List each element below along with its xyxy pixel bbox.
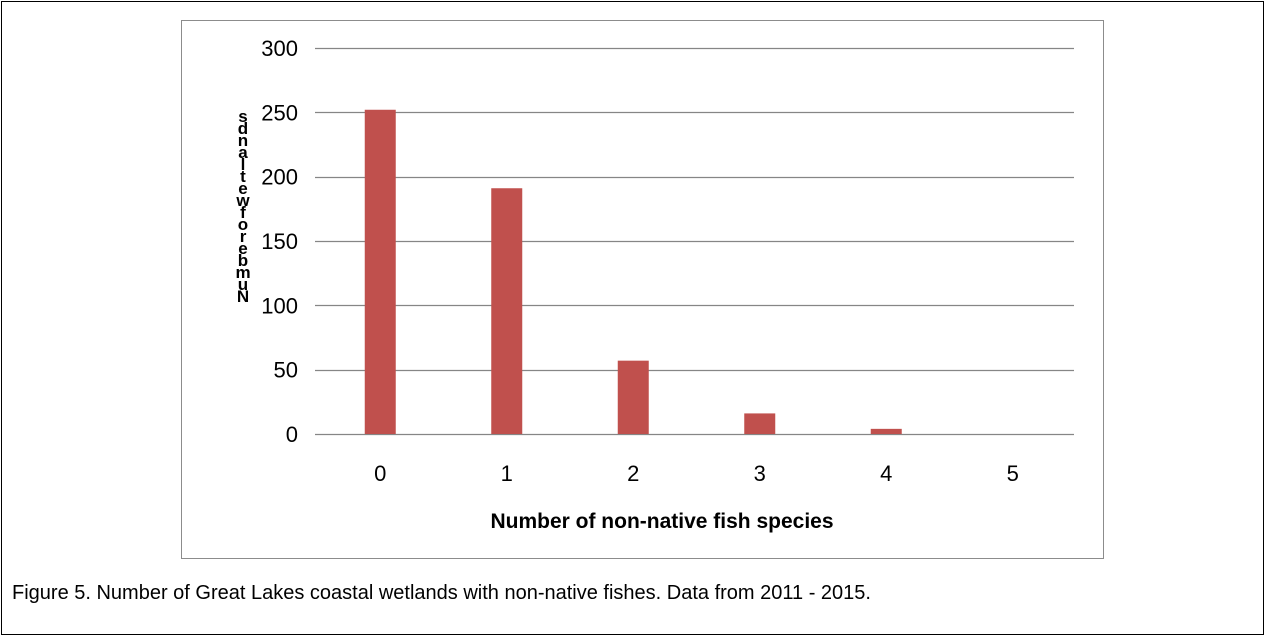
x-tick-label: 1 [501,461,513,486]
y-axis-title-letter: b [238,251,248,270]
y-tick-label: 100 [261,293,298,318]
y-tick-label: 150 [261,229,298,254]
bar-0 [364,109,396,434]
y-axis-title-letter: t [240,167,246,186]
y-axis-title-letter: e [238,179,247,198]
y-axis-title-letter: w [235,191,250,210]
y-axis-title-letter: l [241,155,246,174]
x-tick-labels: 0 1 2 3 4 5 [374,461,1019,486]
y-axis-title-letter: m [235,263,250,282]
y-axis-title-letter: o [238,215,248,234]
y-axis-title-letter: s [238,107,247,126]
y-tick-label: 250 [261,100,298,125]
x-axis-title: Number of non-native fish species [490,510,833,533]
y-axis-title-letter: u [238,275,248,294]
figure-caption: Figure 5. Number of Great Lakes coastal … [12,582,871,604]
bar-2 [617,360,649,434]
y-axis-title-letter: a [238,143,248,162]
y-tick-label: 50 [274,358,298,383]
y-axis-title-letter: d [238,119,248,138]
x-tick-label: 0 [374,461,386,486]
y-axis-title-letter: f [240,203,246,222]
bar-1 [491,188,523,434]
y-tick-label: 300 [261,36,298,61]
x-tick-label: 3 [754,461,766,486]
y-axis-title-letter: r [240,227,247,246]
y-tick-label: 0 [286,422,298,447]
chart-area-border [181,20,1104,559]
y-tick-labels: 0 50 100 150 200 250 300 [261,36,298,447]
y-axis-title-letter: N [237,287,249,306]
y-tick-label: 200 [261,165,298,190]
x-tick-label: 5 [1007,461,1019,486]
bars [364,109,902,434]
x-tick-label: 2 [627,461,639,486]
y-axis-title-letter: e [238,239,247,258]
gridlines [315,47,1074,436]
bar-4 [870,428,902,434]
y-axis-title-letter: n [238,131,248,150]
x-tick-label: 4 [880,461,892,486]
bar-3 [744,413,776,434]
